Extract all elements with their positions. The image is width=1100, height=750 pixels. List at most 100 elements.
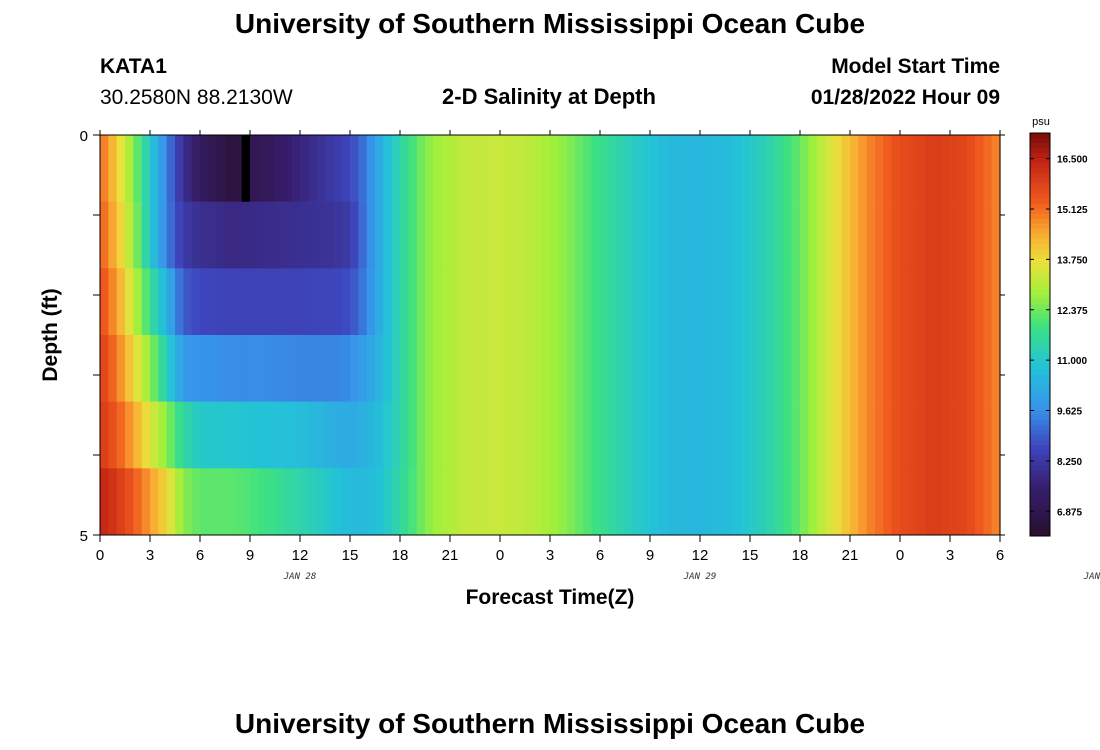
heatmap-cell	[925, 135, 934, 202]
heatmap-cell	[700, 401, 709, 469]
heatmap-cell	[816, 135, 826, 202]
heatmap-cell	[491, 135, 501, 202]
heatmap-cell	[308, 468, 318, 536]
heatmap-cell	[275, 468, 284, 536]
heatmap-cell	[791, 201, 801, 269]
colorbar-segment	[1030, 399, 1050, 406]
heatmap-cell	[483, 401, 493, 469]
heatmap-cell	[400, 135, 409, 202]
heatmap-cell	[241, 268, 251, 336]
heatmap-cell	[483, 335, 493, 402]
colorbar-segment	[1030, 455, 1050, 461]
heatmap-cell	[616, 468, 626, 536]
heatmap-cell	[950, 468, 959, 536]
heatmap-cell	[583, 401, 593, 469]
heatmap-cell	[850, 468, 859, 536]
colorbar-segment	[1030, 213, 1050, 220]
heatmap-cell	[708, 401, 718, 469]
heatmap-cell	[491, 268, 501, 336]
heatmap-cell	[400, 468, 409, 536]
heatmap-cell	[233, 135, 243, 202]
heatmap-cell	[775, 268, 784, 336]
heatmap-cell	[316, 335, 326, 402]
heatmap-cell	[733, 401, 743, 469]
heatmap-cell	[908, 135, 918, 202]
x-tick-label: 21	[842, 547, 859, 564]
heatmap-cell	[141, 268, 151, 336]
colorbar-segment	[1030, 505, 1050, 512]
x-tick-label: 0	[896, 547, 904, 564]
heatmap-cell	[775, 201, 784, 269]
colorbar-unit: psu	[1032, 116, 1050, 128]
heatmap-cell	[250, 468, 259, 536]
heatmap-cell	[783, 401, 793, 469]
heatmap-cell	[633, 335, 643, 402]
heatmap-cell	[400, 268, 409, 336]
heatmap-cell	[916, 335, 926, 402]
heatmap-cell	[483, 201, 493, 269]
heatmap-cell	[391, 135, 401, 202]
colorbar-segment	[1030, 495, 1050, 502]
heatmap-cell	[941, 401, 951, 469]
heatmap-cell	[600, 401, 609, 469]
heatmap-cell	[383, 268, 393, 336]
heatmap-cell	[850, 401, 859, 469]
heatmap-cell	[850, 268, 859, 336]
heatmap-cell	[941, 468, 951, 536]
heatmap-cell	[516, 335, 526, 402]
heatmap-cell	[566, 268, 576, 336]
heatmap-cell	[558, 468, 568, 536]
colorbar-segment	[1030, 289, 1050, 295]
heatmap-cell	[375, 201, 384, 269]
heatmap-cell	[491, 468, 501, 536]
heatmap-cell	[708, 201, 718, 269]
heatmap-cell	[900, 401, 909, 469]
heatmap-cell	[200, 135, 209, 202]
heatmap-cell	[500, 201, 509, 269]
heatmap-cell	[200, 201, 209, 269]
heatmap-cell	[466, 335, 476, 402]
heatmap-cell	[725, 268, 734, 336]
heatmap-cell	[700, 135, 709, 202]
heatmap-cell	[783, 201, 793, 269]
x-axis: 0 3 6 9 12 15 18 21 0 3 6 9 12 15 18 21 0 3 6 JAN 28 JAN 29 J…	[96, 130, 1100, 582]
chart-subtitle: 2-D Salinity at Depth	[442, 84, 656, 109]
x-tick-label: 6	[996, 547, 1004, 564]
colorbar-segment	[1030, 384, 1050, 391]
heatmap-cell	[758, 401, 768, 469]
heatmap-cell	[641, 468, 651, 536]
heatmap-cell	[933, 268, 943, 336]
heatmap-cell	[200, 268, 209, 336]
heatmap-cell	[116, 401, 126, 469]
heatmap-cell	[308, 201, 318, 269]
heatmap-cell	[625, 201, 634, 269]
colorbar-segment	[1030, 480, 1050, 487]
heatmap-cell	[425, 268, 434, 336]
heatmap-cell	[366, 468, 376, 536]
heatmap-cell	[600, 335, 609, 402]
colorbar-segment	[1030, 223, 1050, 230]
heatmap-cell	[208, 468, 218, 536]
heatmap-dark-cell	[241, 135, 250, 202]
heatmap-cell	[575, 468, 584, 536]
heatmap-cell	[366, 335, 376, 402]
heatmap-cell	[841, 135, 851, 202]
heatmap-cell	[966, 201, 976, 269]
heatmap-cell	[508, 135, 518, 202]
heatmap-cell	[483, 135, 493, 202]
heatmap-cell	[283, 268, 293, 336]
heatmap-cell	[350, 268, 359, 336]
heatmap-cell	[933, 135, 943, 202]
heatmap-cell	[283, 201, 293, 269]
heatmap-cell	[416, 401, 426, 469]
heatmap-cell	[700, 268, 709, 336]
heatmap-cell	[716, 135, 726, 202]
colorbar-segment	[1030, 274, 1050, 280]
heatmap-cell	[208, 401, 218, 469]
heatmap-cell	[916, 401, 926, 469]
colorbar-segment	[1030, 515, 1050, 522]
heatmap-cell	[441, 468, 451, 536]
heatmap-cell	[941, 135, 951, 202]
heatmap-cell	[858, 401, 868, 469]
heatmap-cell	[208, 201, 218, 269]
